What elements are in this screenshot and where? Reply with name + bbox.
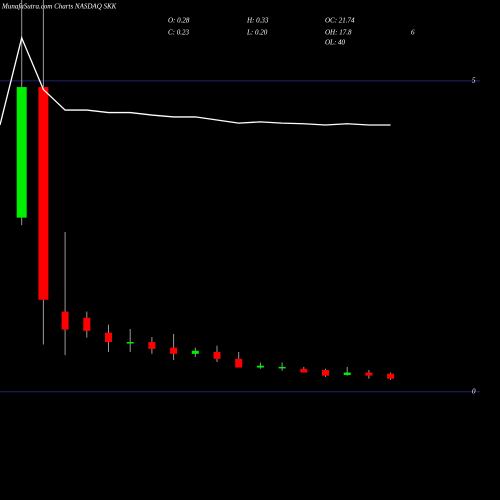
info-text: C: 0.23 [168,29,190,37]
candle-body [170,347,178,354]
candle-body [191,350,199,354]
candle-body [256,365,264,368]
info-text: OC: 21.74 [325,17,355,25]
info-text: L: 0.20 [246,29,268,37]
candle-body [61,311,69,330]
candle-body [83,317,91,331]
y-tick-label: 0 [472,387,476,395]
candle-body [235,358,243,368]
candle-body [322,370,329,376]
info-text: OH: 17.8 [325,29,352,37]
y-tick-label: 5 [472,76,476,84]
candle-body [38,87,49,300]
chart-title: MunafaSutra.com Charts NASDAQ SKK [1,3,117,11]
candle-body [343,372,351,375]
candle-body [213,351,221,359]
candle-body [126,342,134,344]
candle-body [16,87,27,218]
info-text: OL: 40 [325,39,346,47]
info-text: H: 0.33 [246,17,269,25]
candle-body [148,342,156,349]
candle-body [387,373,395,379]
candle-body [105,332,112,343]
candle-body [365,372,373,376]
line-series [0,35,391,126]
candle-body [300,368,308,373]
info-text: 6 [411,29,415,37]
info-text: O: 0.28 [168,17,190,25]
candle-body [278,366,286,369]
